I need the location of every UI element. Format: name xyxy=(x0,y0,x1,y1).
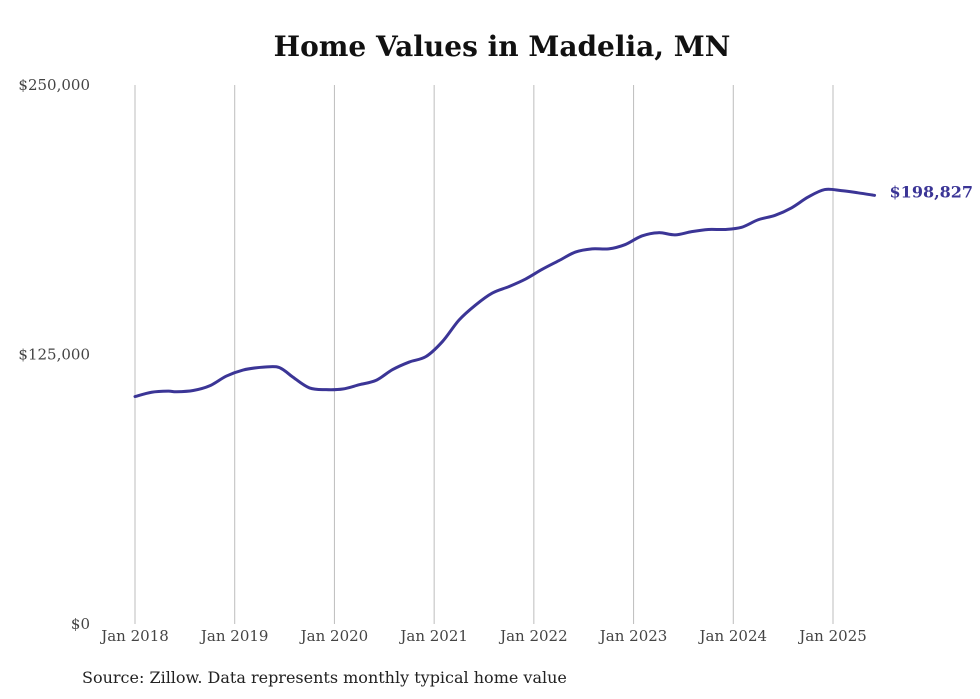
x-axis-ticks: Jan 2018 Jan 2019 Jan 2020 Jan 2021 Jan 2022… xyxy=(99,627,867,645)
series-line-home-value xyxy=(133,187,877,399)
x-tick-label: Jan 2022 xyxy=(498,627,568,645)
x-tick-label: Jan 2023 xyxy=(598,627,668,645)
x-tick-label: Jan 2019 xyxy=(199,627,269,645)
x-tick-label: Jan 2018 xyxy=(99,627,169,645)
end-value-label: $198,827 xyxy=(890,182,974,201)
gridlines xyxy=(134,85,834,624)
y-tick-label: $125,000 xyxy=(18,346,90,364)
y-tick-label: $0 xyxy=(71,615,90,633)
source-note: Source: Zillow. Data represents monthly … xyxy=(82,668,567,687)
x-tick-label: Jan 2025 xyxy=(797,627,867,645)
x-tick-label: Jan 2020 xyxy=(299,627,369,645)
y-axis-ticks: $0 $125,000 $250,000 xyxy=(18,76,90,633)
end-label-layer: $198,827 xyxy=(890,182,974,201)
x-tick-label: Jan 2021 xyxy=(398,627,468,645)
series-layer xyxy=(133,187,877,399)
x-tick-label: Jan 2024 xyxy=(698,627,768,645)
y-tick-label: $250,000 xyxy=(18,76,90,94)
chart-title: Home Values in Madelia, MN xyxy=(273,30,731,63)
